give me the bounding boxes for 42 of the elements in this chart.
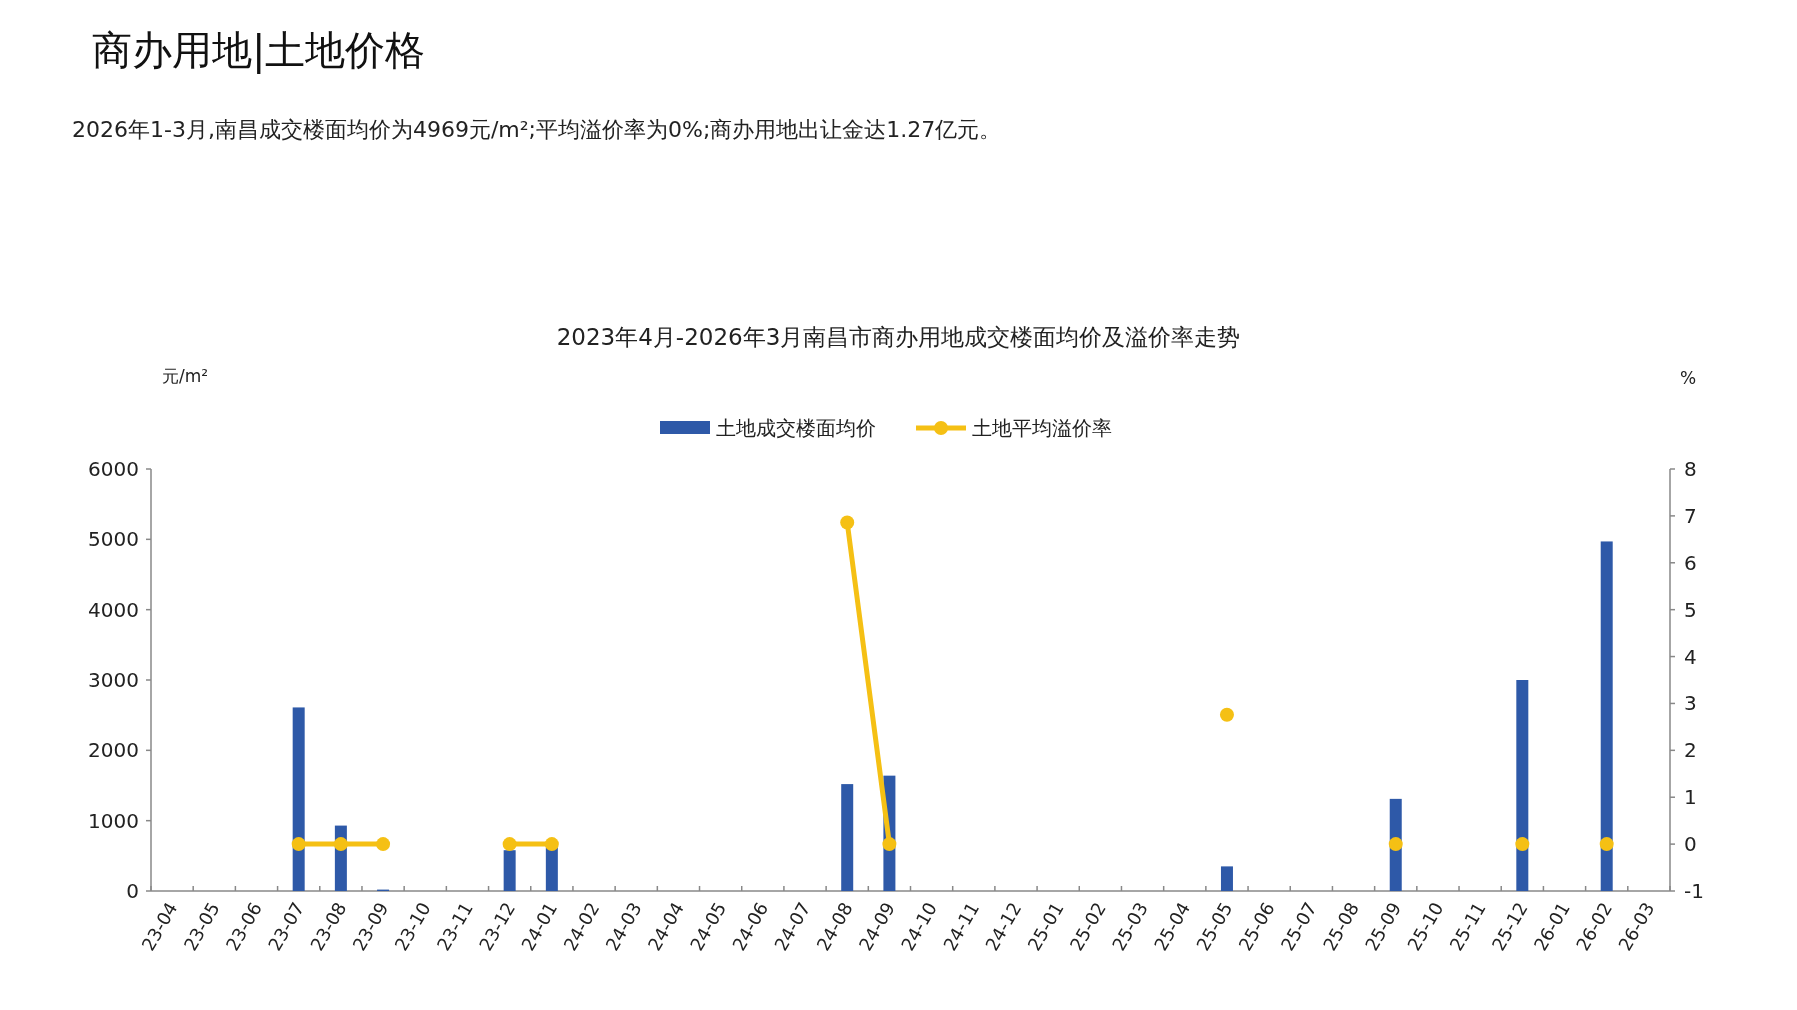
point — [1219, 707, 1234, 722]
point — [502, 837, 517, 852]
y-tick-label: 1000 — [88, 808, 139, 833]
y2-tick-label: 2 — [1684, 738, 1697, 763]
point — [882, 837, 897, 852]
point — [376, 837, 391, 852]
legend-label: 土地成交楼面均价 — [716, 416, 876, 440]
legend-label: 土地平均溢价率 — [972, 416, 1112, 440]
y2-tick-label: 3 — [1684, 691, 1697, 716]
bar — [841, 784, 854, 891]
point — [1388, 837, 1403, 852]
bar — [1220, 866, 1233, 891]
y-tick-label: 2000 — [88, 738, 139, 763]
y2-tick-label: 0 — [1684, 832, 1697, 857]
bar — [1600, 541, 1613, 891]
y-tick-label: 0 — [126, 879, 139, 903]
bar — [545, 847, 558, 891]
text: 2026年1-3月,南昌成交楼面均价为4969元/m²;平均溢价率为0%;商办用地出让金达1.27亿元。 — [72, 117, 1002, 142]
bar — [1516, 680, 1529, 891]
point — [1515, 837, 1530, 852]
chart-title: 2023年4月-2026年3月南昌市商办用地成交楼面均价及溢价率走势 — [556, 324, 1241, 350]
y-tick-label: 5000 — [88, 527, 139, 552]
y2-tick-label: -1 — [1684, 879, 1704, 903]
y2-tick-label: 6 — [1684, 550, 1697, 575]
point — [1599, 837, 1614, 852]
point — [333, 837, 348, 852]
point — [291, 837, 306, 852]
y2-tick-label: 1 — [1684, 785, 1697, 810]
y2-tick-label: 4 — [1684, 644, 1697, 669]
y2-tick-label: 5 — [1684, 597, 1697, 622]
y2-axis-title: % — [1679, 368, 1697, 388]
bar — [292, 707, 305, 891]
y2-tick-label: 8 — [1684, 457, 1697, 481]
y-tick-label: 4000 — [88, 597, 139, 622]
bar — [503, 850, 516, 891]
y-tick-label: 6000 — [88, 457, 139, 481]
point — [840, 515, 855, 530]
text: 商办用地|土地价格 — [92, 27, 426, 74]
point — [544, 837, 559, 852]
y-tick-label: 3000 — [88, 668, 139, 692]
y2-tick-label: 7 — [1684, 503, 1697, 528]
y-axis-title: 元/m² — [161, 366, 209, 386]
